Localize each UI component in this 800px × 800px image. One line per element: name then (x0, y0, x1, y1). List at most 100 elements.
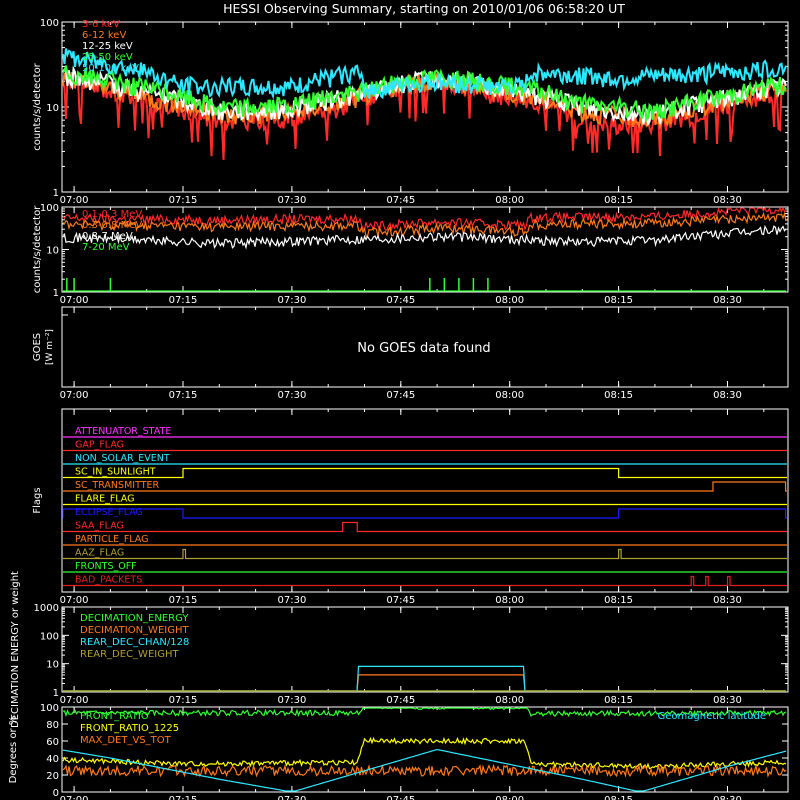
y-axis-label: counts/s/detector (32, 62, 43, 150)
panels: 07:00 07:15 07:30 07:45 08:00 08:15 08:30 count… (8, 18, 789, 800)
legend-entry: 12-25 keV (82, 41, 133, 52)
y-tick-label: 100 (40, 203, 59, 214)
legend-entry: 0.8-7 MeV (82, 231, 133, 242)
x-tick-label: 07:15 (169, 390, 198, 401)
panel-5: 07:00 07:15 07:30 07:45 08:00 08:15 08:30 DECIM… (10, 571, 789, 728)
y-tick-label: 1 (53, 188, 59, 199)
x-tick-label: 08:15 (604, 795, 633, 800)
x-tick-label: 08:15 (604, 695, 633, 706)
flag-label: SC_IN_SUNLIGHT (75, 467, 156, 478)
y-tick-label: 100 (40, 18, 59, 29)
x-tick-label: 08:30 (713, 390, 742, 401)
x-tick-label: 08:30 (713, 795, 742, 800)
x-tick-label: 07:45 (386, 195, 415, 206)
x-tick-label: 08:30 (713, 695, 742, 706)
y-tick-label: 10 (46, 660, 59, 671)
y-axis-label: counts/s/detector (32, 205, 43, 293)
flag-line-9 (63, 548, 787, 560)
chart-title: HESSI Observing Summary, starting on 201… (223, 1, 625, 16)
series-line-1 (63, 674, 786, 692)
x-tick-label: 07:15 (169, 695, 198, 706)
flag-label: FRONTS_OFF (75, 561, 137, 572)
y-tick-label: 40 (46, 754, 59, 765)
y-tick-label: 60 (46, 737, 59, 748)
flag-line-11 (63, 575, 787, 587)
x-tick-label: 08:00 (495, 595, 524, 606)
x-tick-label: 07:15 (169, 795, 198, 800)
x-tick-label: 07:45 (386, 295, 415, 306)
legend-entry: 6-12 keV (82, 30, 126, 41)
x-tick-label: 07:45 (386, 595, 415, 606)
legend-entry: 50-100 keV (82, 63, 139, 74)
series-line-1 (62, 72, 787, 131)
x-tick-label: 07:00 (60, 195, 89, 206)
x-tick-label: 07:30 (277, 195, 306, 206)
legend-entry: 25-50 keV (82, 52, 133, 63)
panel-frame (61, 206, 789, 293)
x-tick-label: 08:00 (495, 195, 524, 206)
series-line-0 (62, 206, 787, 232)
flag-line-7 (63, 521, 787, 533)
flag-label: AAZ_FLAG (75, 548, 124, 559)
legend-entry: 3-6 keV (82, 19, 120, 30)
flag-label: ATTENUATOR_STATE (75, 426, 171, 437)
legend-entry: 7-20 MeV (82, 242, 130, 253)
series-line-2 (62, 763, 787, 778)
series-line-1 (62, 736, 787, 771)
x-tick-label: 08:00 (495, 295, 524, 306)
flag-label: ECLIPSE_FLAG (75, 507, 143, 518)
x-tick-label: 07:15 (169, 195, 198, 206)
x-tick-label: 07:00 (60, 595, 89, 606)
x-tick-label: 07:15 (169, 595, 198, 606)
y-tick-label: 1 (53, 288, 59, 299)
series-line-2 (62, 224, 787, 250)
flag-label: SC_TRANSMITTER (75, 480, 160, 491)
y-axis-label: Flags (32, 487, 43, 513)
flag-label: FLARE_FLAG (75, 494, 135, 505)
legend-entry: 0.1-0.3 MeV (82, 209, 142, 220)
legend-entry: 0.3-0.8 MeV (82, 220, 142, 231)
y-tick-label: 10 (46, 103, 59, 114)
series-line-1 (62, 211, 787, 238)
series-line-2 (63, 665, 786, 692)
y-axis-label: GOES (32, 333, 43, 361)
legend-entry: DECIMATION_ENERGY (80, 613, 189, 624)
flag-label: PARTICLE_FLAG (75, 534, 148, 545)
x-tick-label: 07:00 (60, 695, 89, 706)
flag-line-4 (63, 481, 787, 492)
legend-entry: DECIMATION_WEIGHT (80, 625, 189, 636)
panel-6: 07:00 07:15 07:30 07:45 08:00 08:15 08:30 Degre… (8, 703, 789, 800)
panel-frame (61, 706, 789, 793)
y-tick-label: 20 (46, 771, 59, 782)
y-axis-label: DECIMATION ENERGY or weight (10, 571, 21, 728)
legend-entry: REAR_DEC_CHAN/128 (80, 637, 189, 648)
flag-label: GAP_FLAG (75, 440, 124, 451)
panel-1: 07:00 07:15 07:30 07:45 08:00 08:15 08:30 count… (32, 18, 789, 206)
x-tick-label: 07:30 (277, 390, 306, 401)
panel-4: 07:00 07:15 07:30 07:45 08:00 08:15 08:30 Flags… (32, 408, 789, 606)
y-tick-label: 100 (40, 631, 59, 642)
legend-entry: MAX_DET_VS_TOT (80, 735, 172, 746)
legend-entry: FRONT_RATIO (80, 711, 149, 722)
flag-label: NON_SOLAR_EVENT (75, 453, 170, 464)
x-tick-label: 07:30 (277, 595, 306, 606)
x-tick-label: 08:30 (713, 595, 742, 606)
flag-line-6 (62, 508, 787, 519)
x-tick-label: 08:15 (604, 595, 633, 606)
panel-frame (61, 306, 789, 388)
x-tick-label: 07:30 (277, 695, 306, 706)
y-tick-label: 100 (40, 703, 59, 714)
panel-3: 07:00 07:15 07:30 07:45 08:00 08:15 08:30 GOES N… (32, 306, 789, 401)
x-tick-label: 07:00 (60, 295, 89, 306)
series-line-3 (62, 749, 787, 792)
panel-frame (61, 606, 789, 693)
x-tick-label: 08:15 (604, 295, 633, 306)
legend-entry: FRONT_RATIO_1225 (80, 723, 179, 734)
y-tick-label: 1000 (34, 603, 59, 614)
x-tick-label: 07:00 (60, 390, 89, 401)
x-tick-label: 08:00 (495, 695, 524, 706)
flag-label: SAA_FLAG (75, 521, 124, 532)
x-tick-label: 08:15 (604, 390, 633, 401)
y-tick-label: 80 (46, 720, 59, 731)
